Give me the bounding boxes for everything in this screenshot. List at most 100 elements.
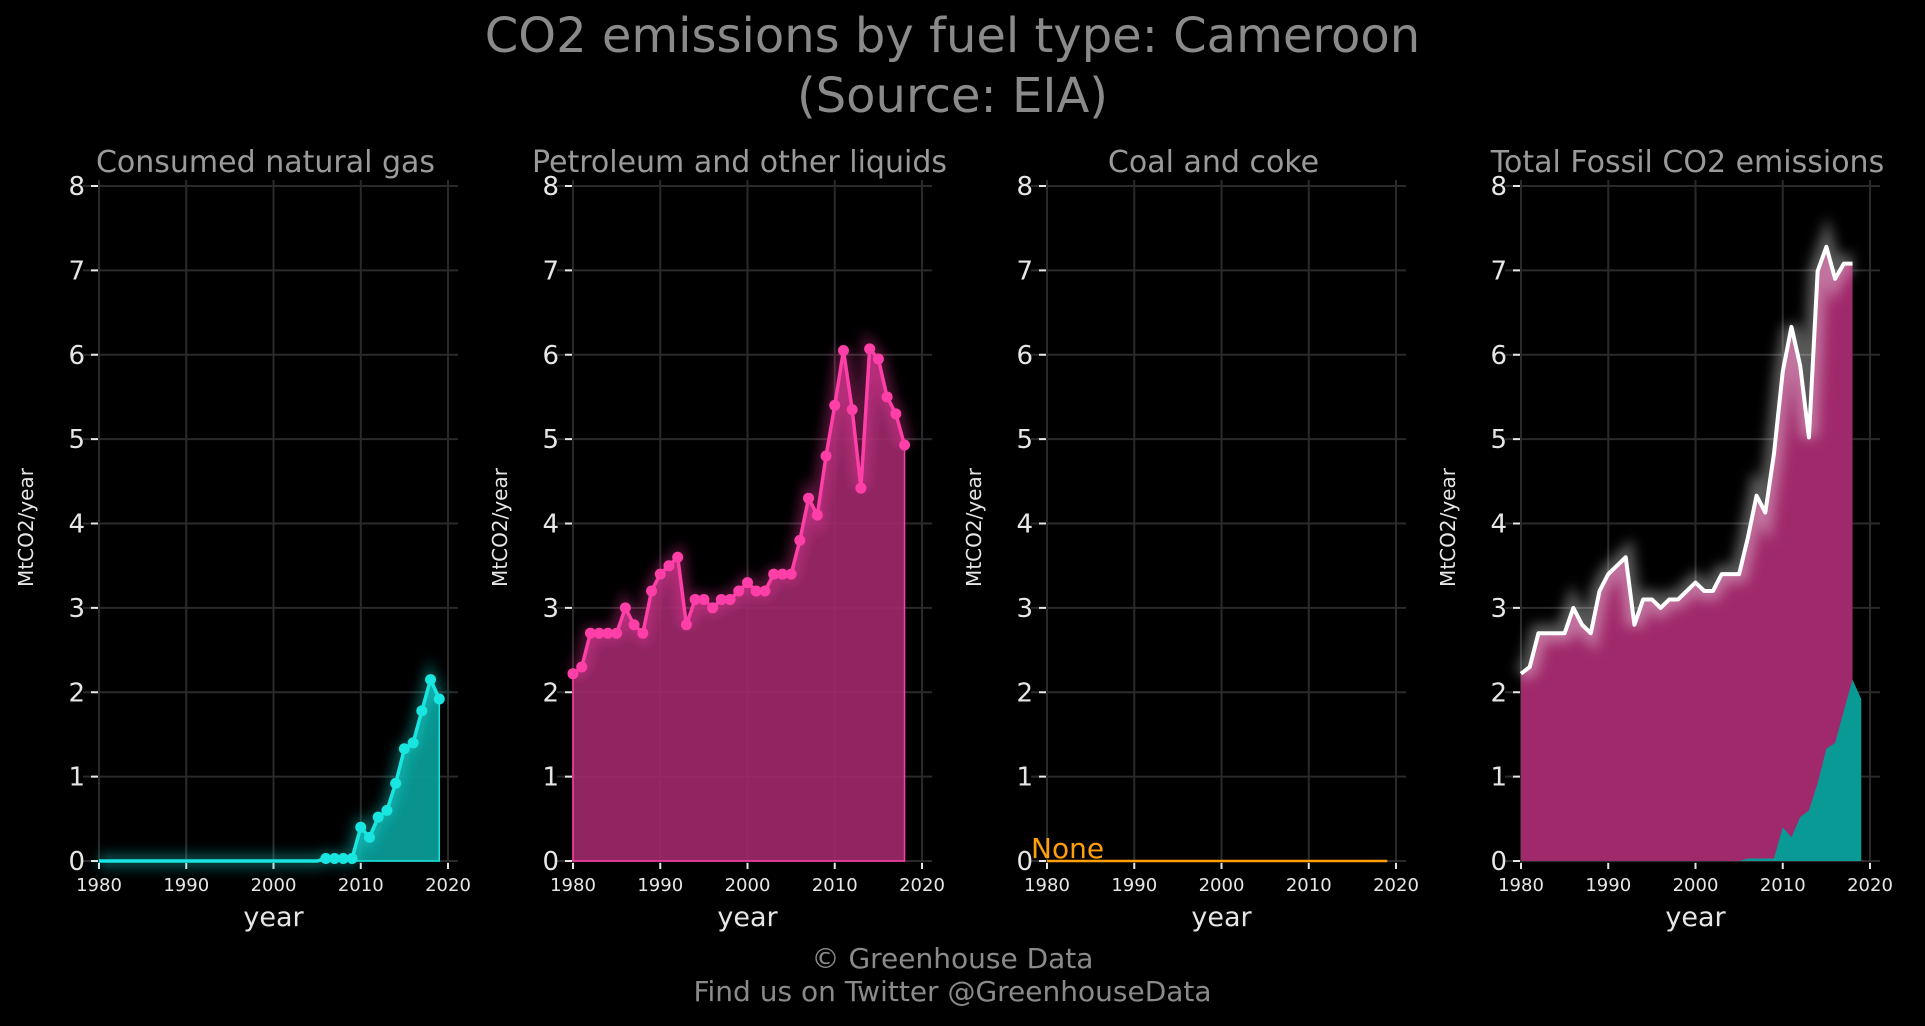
- data-point: [820, 450, 832, 462]
- panel-title: Petroleum and other liquids: [532, 145, 947, 180]
- data-point: [881, 391, 893, 403]
- x-axis-label: year: [1191, 902, 1252, 933]
- data-point: [584, 627, 596, 639]
- y-tick-label: 4: [1490, 510, 1507, 540]
- x-tick-label: 1990: [1585, 875, 1631, 896]
- data-point: [829, 399, 841, 411]
- x-tick-label: 2000: [1199, 875, 1245, 896]
- y-tick-label: 5: [542, 425, 559, 455]
- panel-title: Coal and coke: [1108, 145, 1319, 180]
- y-tick-label: 7: [68, 256, 85, 286]
- data-point: [390, 777, 402, 789]
- x-tick-label: 2010: [1760, 875, 1806, 896]
- y-tick-label: 2: [1016, 678, 1033, 708]
- y-tick-label: 3: [1016, 594, 1033, 624]
- x-tick-label: 1980: [76, 875, 122, 896]
- x-tick-label: 1990: [637, 875, 683, 896]
- y-tick-label: 6: [1016, 341, 1033, 371]
- data-point: [855, 482, 867, 494]
- data-point: [803, 492, 815, 504]
- y-axis-label: MtCO2/year: [1436, 467, 1460, 587]
- y-tick-label: 8: [542, 172, 559, 202]
- data-point: [637, 627, 649, 639]
- data-point: [602, 627, 614, 639]
- y-tick-label: 8: [1490, 172, 1507, 202]
- data-point: [698, 593, 710, 605]
- x-tick-label: 2020: [425, 875, 471, 896]
- y-tick-label: 2: [68, 678, 85, 708]
- gas-layer: [1521, 679, 1862, 861]
- series-line: [99, 677, 441, 863]
- data-point: [654, 568, 666, 580]
- series-area: [99, 677, 441, 862]
- data-point: [425, 674, 437, 686]
- data-point: [742, 577, 753, 589]
- x-tick-label: 1990: [163, 875, 209, 896]
- y-tick-label: 5: [1016, 425, 1033, 455]
- x-axis-label: year: [243, 902, 304, 933]
- data-point: [433, 693, 445, 705]
- y-tick-label: 7: [1016, 256, 1033, 286]
- y-tick-label: 3: [542, 594, 559, 624]
- data-point: [890, 408, 902, 420]
- none-annotation: None: [1031, 832, 1104, 865]
- panel-4: Total Fossil CO2 emissions 0 1 2 3 4 5 6 7 8 1980 1…: [1436, 145, 1893, 933]
- data-point: [724, 593, 736, 605]
- x-axis-label: year: [1665, 902, 1726, 933]
- data-point: [864, 343, 876, 355]
- y-tick-label: 0: [1016, 847, 1033, 877]
- y-tick-label: 4: [1016, 510, 1033, 540]
- y-tick-label: 6: [68, 341, 85, 371]
- x-axis-label: year: [717, 902, 778, 933]
- data-point: [593, 627, 605, 639]
- y-axis-label: MtCO2/year: [488, 467, 512, 587]
- data-point: [363, 831, 375, 843]
- y-axis-label: MtCO2/year: [962, 467, 986, 587]
- footer-copyright: © Greenhouse Data: [811, 942, 1094, 975]
- y-tick-label: 1: [1490, 763, 1507, 793]
- y-tick-label: 7: [542, 256, 559, 286]
- y-tick-label: 5: [1490, 425, 1507, 455]
- footer-twitter: Find us on Twitter @GreenhouseData: [693, 975, 1212, 1008]
- data-point: [846, 404, 858, 416]
- y-tick-label: 2: [542, 678, 559, 708]
- data-point: [872, 353, 884, 365]
- data-point: [646, 585, 658, 597]
- data-point: [398, 743, 410, 755]
- x-tick-label: 1980: [550, 875, 596, 896]
- x-tick-label: 2010: [338, 875, 384, 896]
- data-point: [776, 568, 788, 580]
- y-tick-label: 6: [1490, 341, 1507, 371]
- y-tick-label: 3: [68, 594, 85, 624]
- chart-title-line2: (Source: EIA): [796, 68, 1109, 124]
- chart-title: CO2 emissions by fuel type: Cameroon (So…: [0, 6, 1905, 126]
- data-point: [407, 737, 419, 749]
- footer: © Greenhouse Data Find us on Twitter @Gr…: [0, 942, 1905, 1008]
- data-point: [355, 821, 367, 833]
- data-point: [320, 852, 332, 864]
- data-point: [611, 627, 623, 639]
- chart-title-line1: CO2 emissions by fuel type: Cameroon: [484, 8, 1421, 64]
- x-tick-label: 1980: [1498, 875, 1544, 896]
- data-point: [715, 593, 727, 605]
- y-tick-label: 6: [542, 341, 559, 371]
- data-point: [768, 568, 780, 580]
- x-tick-label: 2020: [1373, 875, 1419, 896]
- data-point: [680, 619, 692, 631]
- y-tick-label: 3: [1490, 594, 1507, 624]
- data-point: [689, 593, 701, 605]
- data-point: [329, 852, 341, 864]
- panel-title: Total Fossil CO2 emissions: [1490, 145, 1884, 180]
- y-tick-label: 5: [68, 425, 85, 455]
- y-tick-label: 4: [542, 510, 559, 540]
- data-point: [794, 534, 806, 546]
- x-tick-label: 1980: [1024, 875, 1070, 896]
- x-tick-label: 2000: [251, 875, 297, 896]
- y-tick-label: 1: [68, 763, 85, 793]
- panel-2: Petroleum and other liquids 0 1 2 3 4 5 6 7 8 1980…: [488, 145, 947, 933]
- data-point: [759, 585, 771, 597]
- y-tick-label: 0: [542, 847, 559, 877]
- data-point: [707, 602, 719, 614]
- x-tick-label: 2020: [899, 875, 945, 896]
- y-tick-label: 4: [68, 510, 85, 540]
